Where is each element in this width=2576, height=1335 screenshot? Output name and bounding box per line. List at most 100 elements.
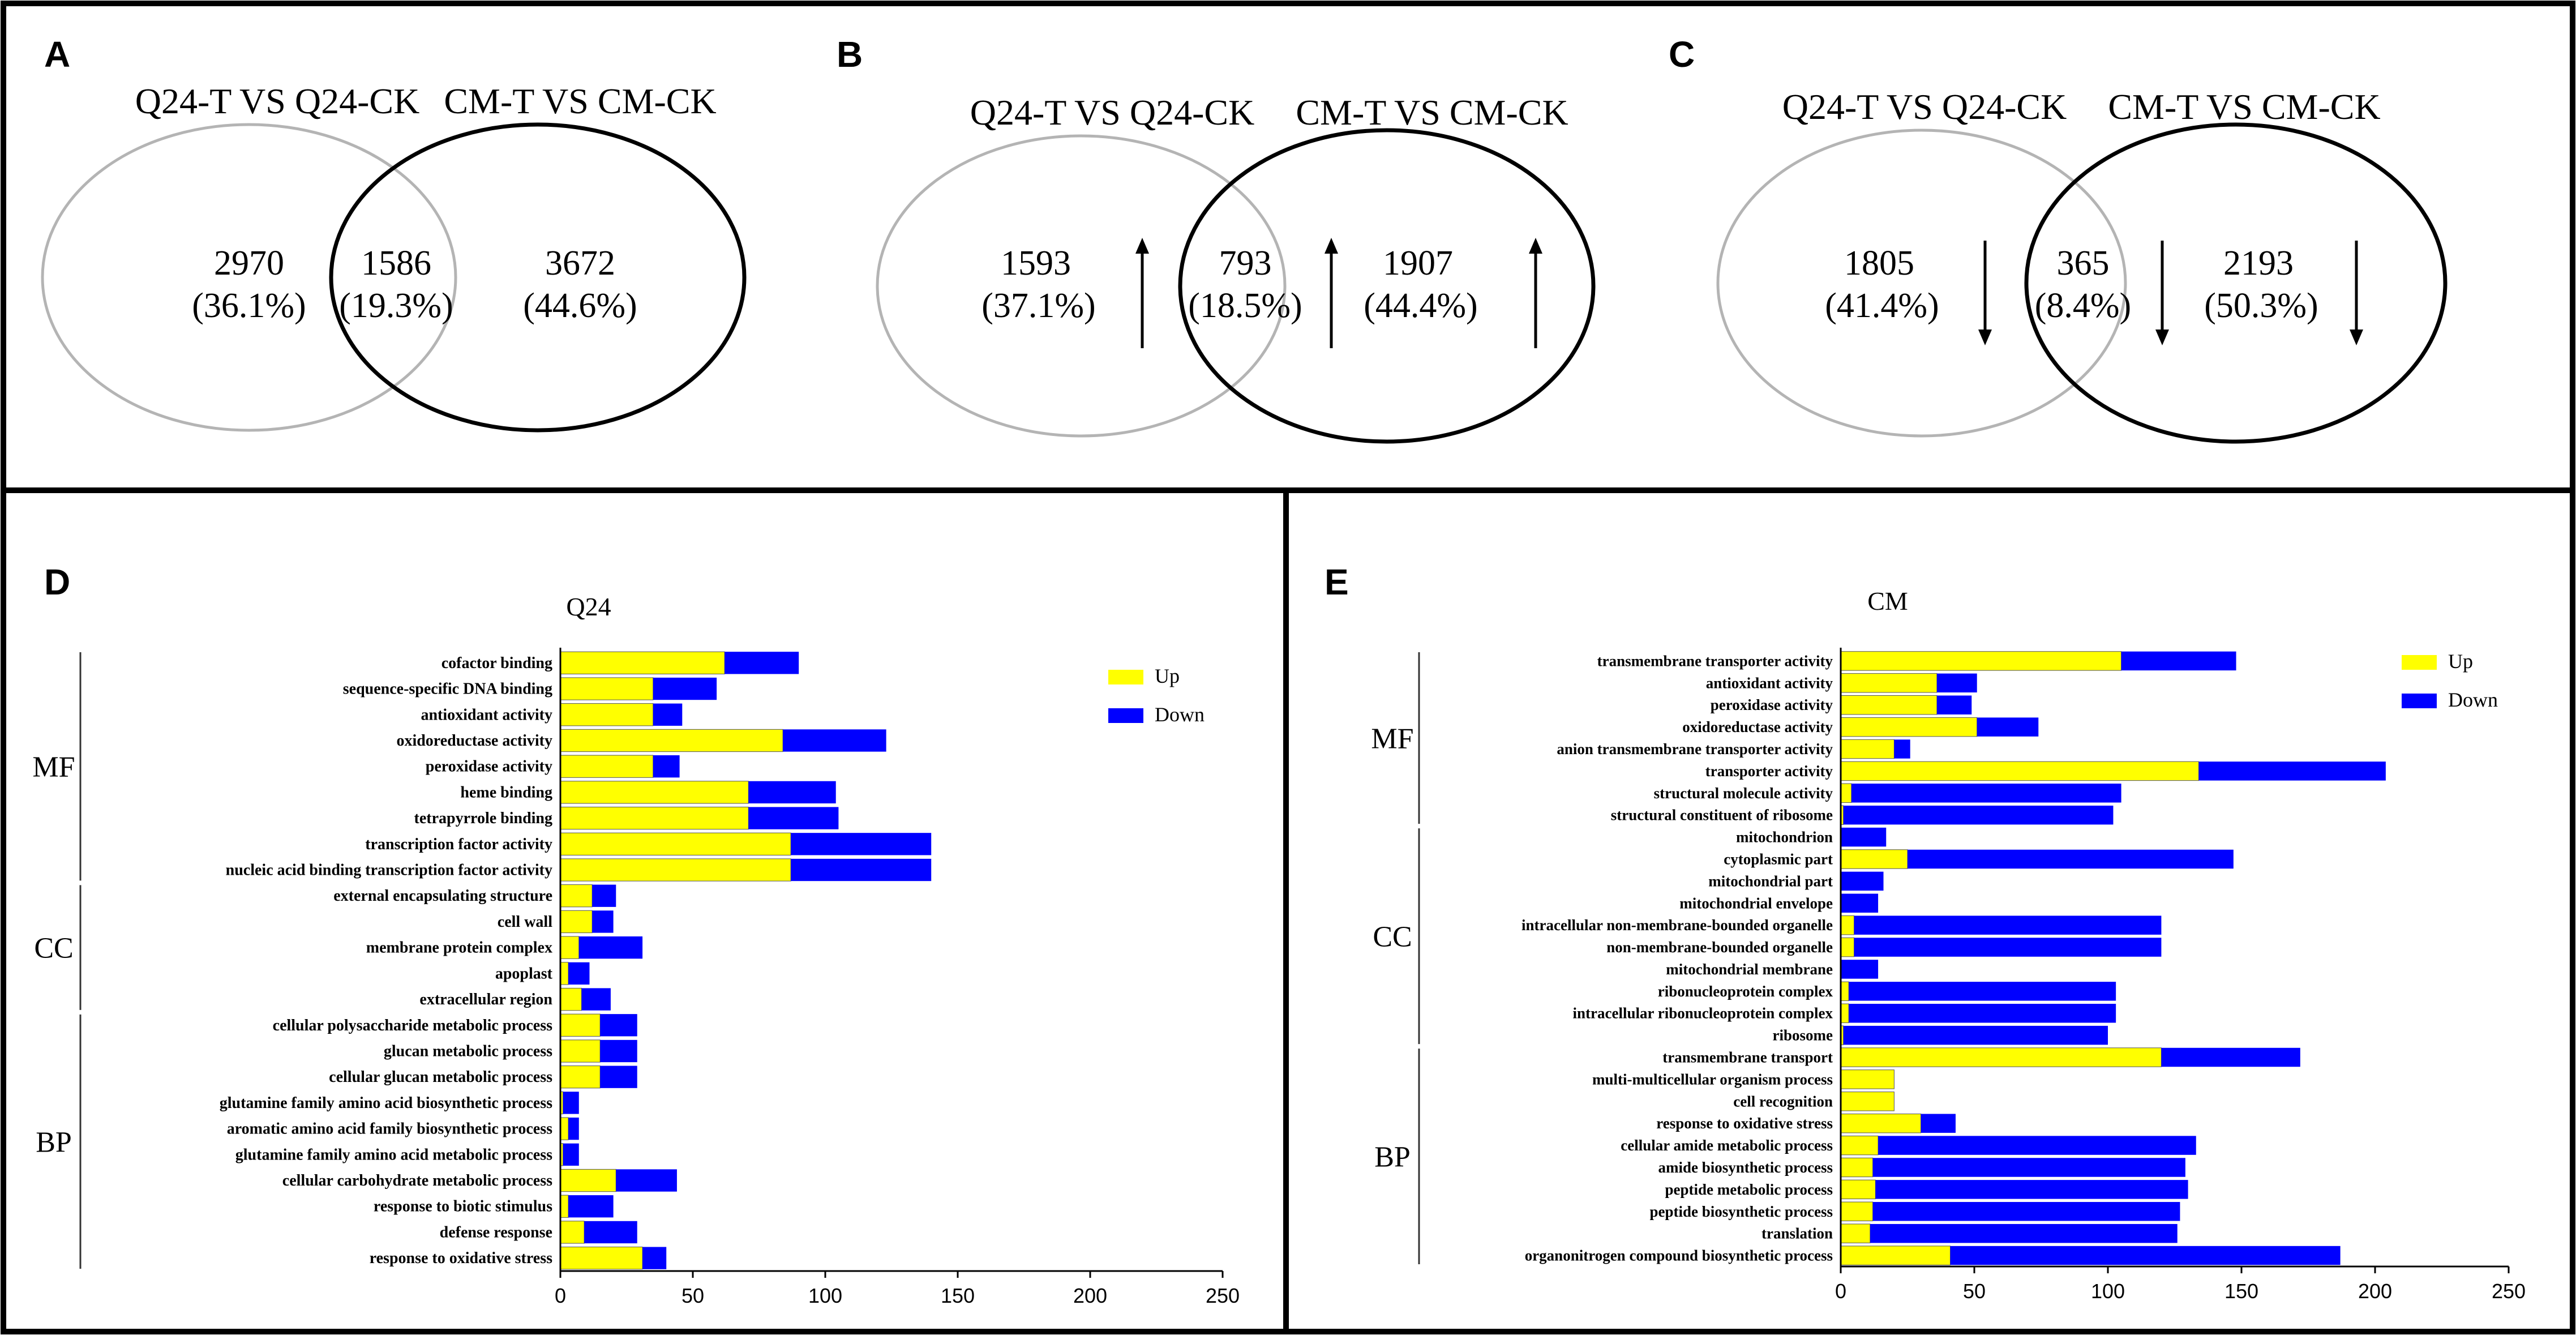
bar-down	[1841, 893, 1879, 913]
bar-down	[1841, 960, 1879, 979]
bar-down	[1936, 673, 1977, 693]
venn-left-count: 2970	[214, 244, 284, 283]
venn-mid-count: 793	[1219, 244, 1272, 283]
category-label: oxidoreductase activity	[396, 732, 552, 750]
category-label: nucleic acid binding transcription facto…	[226, 862, 552, 879]
bar-up	[1840, 1047, 2162, 1067]
venn-mid-count: 365	[2057, 244, 2110, 283]
bar-up	[1840, 783, 1852, 803]
category-label: transporter activity	[1705, 763, 1833, 780]
bar-up	[1840, 1113, 1922, 1133]
x-tick-label: 200	[1073, 1284, 1107, 1307]
category-label: ribonucleoprotein complex	[1658, 983, 1833, 1000]
venn-left-title: Q24-T VS Q24-CK	[135, 81, 420, 121]
bar-down	[783, 729, 886, 752]
category-label: ribosome	[1773, 1027, 1833, 1044]
category-label: amide biosynthetic process	[1658, 1159, 1833, 1176]
x-tick-label: 200	[2358, 1280, 2392, 1303]
bar-up	[1840, 651, 2122, 671]
arrow-up-icon	[1135, 238, 1149, 348]
category-label: intracellular ribonucleoprotein complex	[1573, 1005, 1833, 1022]
category-label: defense response	[440, 1223, 552, 1241]
category-label: cellular carbohydrate metabolic process	[282, 1172, 552, 1189]
panel-label-d: D	[44, 562, 70, 602]
category-label: apoplast	[495, 965, 553, 982]
bar-up	[1840, 937, 1855, 957]
arrow-up-icon	[1529, 238, 1542, 348]
venn-left-pct: (36.1%)	[192, 286, 306, 325]
group-label: CC	[1373, 921, 1412, 953]
bar-down	[1936, 695, 1972, 714]
bar-up	[1840, 1246, 1951, 1265]
venn-left-title: Q24-T VS Q24-CK	[1782, 87, 2067, 127]
category-label: organonitrogen compound biosynthetic pro…	[1525, 1247, 1833, 1264]
venn-right-pct: (44.4%)	[1364, 286, 1477, 325]
arrow-up-icon	[1325, 238, 1338, 348]
chart-title: Q24	[566, 592, 611, 621]
bar-down	[1849, 1004, 2116, 1023]
panel-e-frame	[1283, 487, 2575, 1334]
legend-label-down: Down	[2448, 688, 2498, 711]
venn-right-title: CM-T VS CM-CK	[2108, 87, 2380, 127]
bar-up	[1840, 981, 1849, 1002]
venn-right-pct: (50.3%)	[2204, 286, 2318, 325]
bar-up	[560, 1195, 569, 1218]
x-tick-label: 100	[2091, 1280, 2125, 1303]
bar-up	[1840, 849, 1908, 869]
bar-up	[560, 832, 791, 855]
venn-left-pct: (41.4%)	[1825, 286, 1939, 325]
bar-down	[563, 1143, 579, 1166]
venn-right-count: 1907	[1383, 244, 1453, 283]
bar-up	[560, 703, 654, 726]
panel-d-frame	[1, 487, 1289, 1334]
bar-down	[568, 962, 590, 985]
category-label: anion transmembrane transporter activity	[1557, 741, 1833, 758]
bar-down	[581, 988, 611, 1011]
bar-up	[560, 1169, 616, 1192]
chart-cm: CM transmembrane transporter activity anti…	[1371, 587, 2526, 1303]
category-label: non-membrane-bounded organelle	[1606, 939, 1833, 956]
bar-down	[748, 807, 839, 829]
chart-title: CM	[1867, 587, 1908, 615]
bar-up	[1840, 1069, 1895, 1089]
venn-right-count: 3672	[545, 244, 615, 283]
bar-down	[1841, 827, 1887, 847]
bar-up	[1840, 1157, 1874, 1178]
arrow-down-icon	[1978, 241, 1992, 345]
bar-up	[560, 1039, 601, 1063]
venn-c: C Q24-T VS Q24-CK CM-T VS CM-CK 1805 (41…	[1669, 34, 2448, 444]
bar-up	[560, 806, 749, 830]
x-tick-label: 100	[808, 1284, 842, 1307]
bar-up	[1840, 1135, 1879, 1156]
legend-swatch-down	[2402, 694, 2437, 708]
category-label: tetrapyrrole binding	[414, 810, 552, 827]
category-label: glutamine family amino acid biosynthetic…	[220, 1094, 552, 1112]
bar-down	[1851, 784, 2121, 803]
bar-down	[2121, 651, 2236, 671]
category-label: mitochondrion	[1736, 829, 1833, 846]
category-label: heme binding	[460, 784, 552, 801]
bar-up	[560, 1013, 601, 1037]
arrow-down-icon	[2155, 241, 2169, 345]
bar-up	[1840, 761, 2199, 781]
bar-down	[1950, 1246, 2341, 1265]
venn-right-circle	[2024, 122, 2448, 444]
arrow-down-icon	[2350, 241, 2363, 345]
legend-label-up: Up	[1155, 665, 1180, 687]
bar-down	[653, 703, 683, 726]
x-tick-label: 50	[681, 1284, 704, 1307]
category-label: response to oxidative stress	[370, 1250, 552, 1267]
category-label: peroxidase activity	[1711, 696, 1833, 713]
category-label: transmembrane transport	[1662, 1049, 1833, 1066]
bar-down	[1854, 938, 2162, 957]
bar-up	[1840, 1223, 1871, 1243]
category-label: cofactor binding	[442, 654, 552, 672]
bar-up	[1840, 1092, 1895, 1111]
venn-mid-pct: (18.5%)	[1188, 286, 1302, 325]
bar-down	[600, 1039, 637, 1063]
bar-down	[791, 858, 932, 882]
group-label: BP	[36, 1126, 72, 1158]
category-label: structural molecule activity	[1654, 785, 1833, 802]
bar-up	[1840, 1201, 1874, 1221]
